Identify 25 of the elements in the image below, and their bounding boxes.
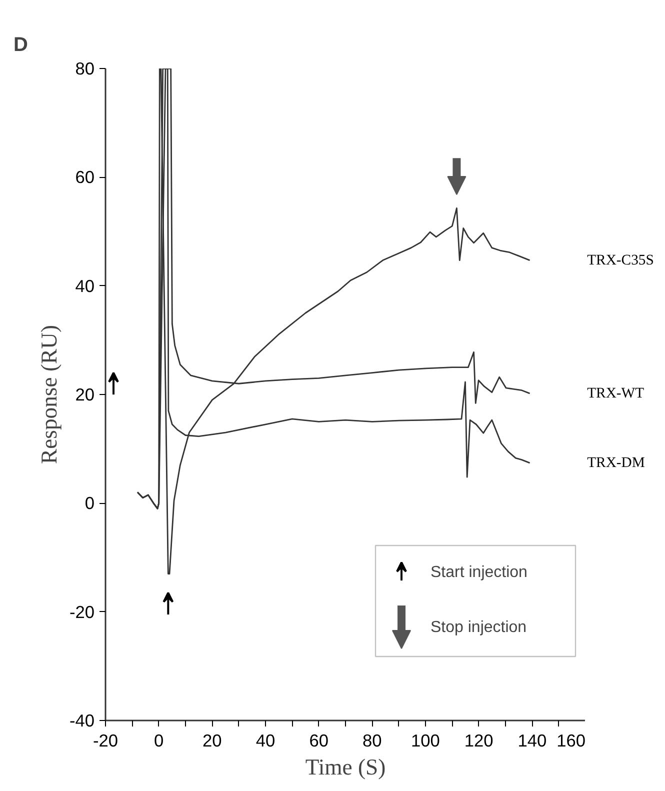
x-tick-label: 160 (556, 730, 586, 750)
y-tick-label: -20 (69, 602, 94, 622)
y-tick-label: 40 (75, 276, 95, 296)
text: TRX-DM (587, 454, 645, 471)
x-tick-label: 80 (362, 730, 382, 750)
x-tick-label: -20 (92, 730, 118, 750)
chart-title: D (14, 34, 28, 56)
x-tick-label: 20 (202, 730, 222, 750)
y-tick-label: -40 (69, 710, 94, 730)
y-tick-label: 60 (75, 167, 95, 188)
text: TRX-C35S (587, 252, 654, 268)
x-axis-title: Time (S) (305, 754, 386, 780)
x-tick-label: 100 (411, 730, 440, 750)
y-tick-label: 0 (84, 493, 95, 514)
y-tick-label: 20 (75, 384, 95, 404)
annotation: Start injection (430, 564, 528, 581)
text: TRX-WT (587, 385, 644, 402)
y-axis-title: Response (RU) (36, 324, 62, 464)
annotation: Stop injection (430, 619, 527, 636)
x-tick-label: 120 (464, 730, 494, 750)
y-tick-label: 80 (75, 58, 95, 78)
x-tick-label: 60 (309, 730, 328, 750)
x-tick-label: 0 (154, 730, 164, 750)
x-tick-label: 40 (256, 730, 276, 750)
x-tick-label: 140 (518, 730, 547, 750)
